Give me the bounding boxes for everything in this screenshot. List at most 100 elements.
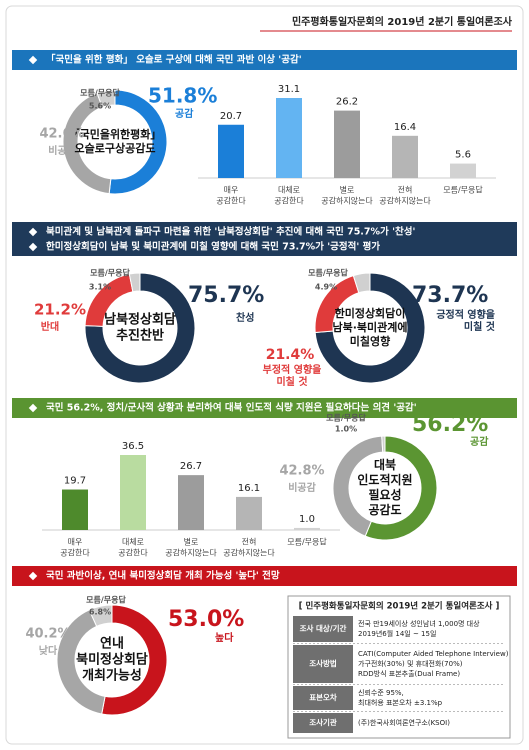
donut-slice xyxy=(101,604,168,716)
survey-value: CATI(Computer Aided Telephone Interview) xyxy=(358,650,509,658)
survey-value: 전국 만19세이상 성인남녀 1,000명 대상 xyxy=(358,619,480,628)
category-label: 반대 xyxy=(41,320,59,333)
bar-category-label: 별로 xyxy=(184,537,199,547)
survey-label-cell xyxy=(293,616,353,642)
bar xyxy=(294,527,320,530)
donut-center-label: 남북·북미관계에 xyxy=(332,320,407,334)
value-label: 53.0% xyxy=(168,607,244,632)
bar-value-label: 26.7 xyxy=(180,461,202,472)
bar xyxy=(276,98,302,178)
category-label: 모름/무응답 xyxy=(86,595,126,605)
bar-value-label: 20.7 xyxy=(220,111,242,122)
donut-slice xyxy=(352,272,371,294)
value-label: 3.1% xyxy=(89,283,111,292)
bar-category-label: 공감하지않는다 xyxy=(223,548,275,558)
banner xyxy=(12,222,517,256)
banner-text: 「국민을 위한 평화」 오슬로 구상에 대해 국민 과반 이상 '공감' xyxy=(46,54,302,66)
value-label: 75.7% xyxy=(188,283,264,308)
bar xyxy=(392,135,418,178)
bar-category-label: 대체로 xyxy=(278,185,300,195)
bar xyxy=(218,124,244,178)
bar-category-label: 모름/무응답 xyxy=(287,537,327,547)
bar xyxy=(62,489,88,530)
bar-category-label: 공감한다 xyxy=(118,548,148,558)
donut-center xyxy=(336,294,404,362)
banner xyxy=(12,50,517,70)
category-label: 미칠 것 xyxy=(276,375,307,388)
bar-category-label: 매우 xyxy=(68,538,83,547)
survey-label-cell xyxy=(293,686,353,710)
survey-label-cell xyxy=(293,713,353,733)
category-label: 미칠 것 xyxy=(464,320,495,333)
value-label: 1.0% xyxy=(335,425,357,434)
donut-slice xyxy=(96,89,116,108)
value-label: 6.8% xyxy=(89,608,111,617)
donut-slice xyxy=(84,272,196,384)
bar-category-label: 공감하지않는다 xyxy=(165,548,217,558)
bar-category-label: 별로 xyxy=(340,185,355,195)
donut-center xyxy=(78,626,146,694)
value-label: 4.9% xyxy=(315,283,337,292)
category-label: 부정적 영향을 xyxy=(263,363,322,376)
bar-value-label: 1.0 xyxy=(299,514,315,525)
value-label: 73.7% xyxy=(412,283,488,308)
donut-slice xyxy=(364,435,438,541)
banner-bullet xyxy=(28,55,38,65)
value-label: 5.6% xyxy=(89,102,111,111)
survey-value: 신뢰수준 95%, xyxy=(358,688,404,697)
banner xyxy=(12,566,517,586)
header: 민주평화통일자문회의 2019년 2분기 통일여론조사 xyxy=(292,15,513,28)
category-label: 긍정적 영향을 xyxy=(436,308,495,321)
donut-center xyxy=(106,294,174,362)
donut-center-label: 한미정상회담이 xyxy=(335,306,406,320)
value-label: 21.4% xyxy=(266,347,315,363)
bar xyxy=(334,110,360,178)
donut-slice xyxy=(381,435,386,453)
survey-label: 표본오차 xyxy=(309,692,337,702)
category-label: 공감 xyxy=(175,108,194,120)
donut-slice xyxy=(108,89,168,195)
category-label: 모름/무응답 xyxy=(80,88,120,98)
value-label: 56.2% xyxy=(412,412,488,437)
value-label: 42.6% xyxy=(39,127,84,142)
bar-category-label: 공감한다 xyxy=(216,196,246,206)
donut-center-label: 북미정상회담 xyxy=(76,652,148,668)
bar-category-label: 대체로 xyxy=(122,537,144,547)
bar-value-label: 16.4 xyxy=(394,122,416,133)
donut-center-label: 개최가능성 xyxy=(82,669,142,684)
survey-value: 2019년6월 14일 ~ 15일 xyxy=(358,629,436,638)
category-label: 공감 xyxy=(470,436,489,448)
donut-center-label: 오슬로구상공감도 xyxy=(75,141,156,155)
bar xyxy=(236,496,262,530)
banner-bullet xyxy=(28,403,38,413)
banner-text: 국민 과반이상, 연내 북미정상회담 개최 가능성 '높다' 전망 xyxy=(46,570,280,582)
bar-value-label: 19.7 xyxy=(64,476,86,487)
donut-slice xyxy=(88,604,113,627)
survey-value: 가구전화(30%) 및 휴대전화(70%) xyxy=(358,659,463,668)
donut-center-label: 대북 xyxy=(374,458,396,472)
bar-category-label: 공감한다 xyxy=(60,548,90,558)
bar-value-label: 36.5 xyxy=(122,441,144,452)
survey-label: 조사기관 xyxy=(309,717,337,727)
bar-category-label: 매우 xyxy=(224,186,239,195)
donut-center-label: 「국민을위한평화」 xyxy=(69,127,162,141)
banner xyxy=(12,398,517,418)
bar-value-label: 31.1 xyxy=(278,84,300,95)
category-label: 높다 xyxy=(215,631,234,644)
survey-label: 조사 대상/기간 xyxy=(300,623,347,633)
category-label: 모름/무응답 xyxy=(90,268,130,278)
donut-center-label: 연내 xyxy=(100,636,124,652)
banner-text: 국민 56.2%, 정치/군사적 상황과 분리하여 대북 인도적 식량 지원은 … xyxy=(46,402,417,414)
bar-category-label: 공감한다 xyxy=(274,196,304,206)
bar-category-label: 모름/무응답 xyxy=(443,185,483,195)
category-label: 모름/무응답 xyxy=(326,413,366,423)
donut-slice xyxy=(314,272,426,384)
bar-category-label: 공감하지않는다 xyxy=(379,196,431,206)
category-label: 찬성 xyxy=(236,311,254,324)
category-label: 비공감 xyxy=(48,144,76,157)
donut-center-label: 미칠영향 xyxy=(350,334,390,348)
donut-center-label: 공감도 xyxy=(368,502,401,517)
value-label: 42.8% xyxy=(279,464,324,479)
bar-category-label: 전혀 xyxy=(398,185,413,195)
